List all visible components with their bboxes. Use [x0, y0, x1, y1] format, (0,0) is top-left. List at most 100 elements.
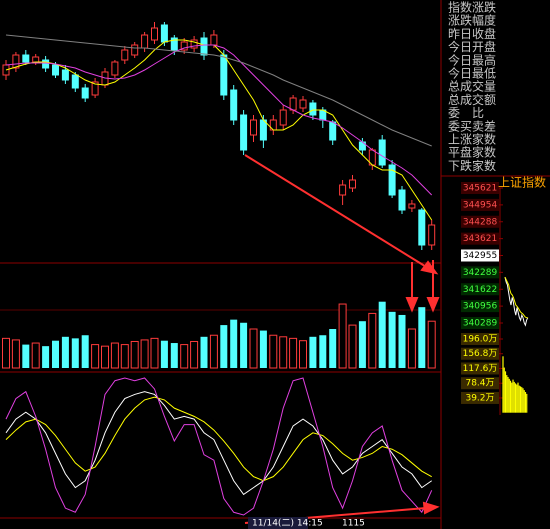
- bar: [190, 340, 199, 369]
- tick-box: [461, 391, 499, 404]
- bar: [61, 336, 69, 368]
- bar: [309, 336, 317, 368]
- arrow-head: [426, 297, 440, 313]
- y-tick-label: 342289: [463, 268, 498, 278]
- arrow: [244, 154, 429, 269]
- candle-body: [200, 37, 208, 56]
- bar: [209, 334, 218, 369]
- bar: [52, 340, 59, 368]
- bar: [513, 381, 515, 413]
- bar: [502, 356, 504, 413]
- bar: [514, 383, 517, 413]
- tick-box: [461, 232, 499, 245]
- bar: [101, 345, 109, 369]
- bar: [289, 337, 298, 369]
- bar: [378, 301, 386, 368]
- plot: 345621 344954 344288 343621 342955 342289 3416…: [2, 22, 529, 516]
- series-line: [5, 377, 433, 516]
- quote-label: 下跌家数: [448, 158, 496, 173]
- candle-body: [388, 164, 396, 196]
- bar: [31, 342, 40, 369]
- bar: [200, 336, 208, 368]
- bar: [170, 343, 178, 368]
- candle-body: [160, 24, 168, 43]
- tick-box: [461, 198, 499, 211]
- bar: [299, 340, 307, 369]
- bar: [519, 386, 522, 413]
- bar: [42, 346, 50, 368]
- candle-body: [259, 119, 267, 141]
- bar: [504, 371, 507, 413]
- tick-box: [461, 362, 499, 375]
- tick-box: [461, 377, 499, 390]
- series-line: [504, 277, 529, 327]
- series-line: [504, 276, 528, 319]
- bar: [11, 339, 20, 369]
- candle-body: [42, 59, 50, 69]
- y-tick-label: 344954: [463, 200, 498, 210]
- footer-date: 11/14(二) 14:15: [252, 519, 323, 529]
- bar: [329, 329, 337, 368]
- bar: [81, 335, 89, 368]
- candle-body: [349, 179, 356, 189]
- quote-label: 总成交额: [448, 92, 496, 107]
- bar: [522, 388, 524, 413]
- bar: [388, 311, 396, 368]
- quote-label: 昨日收盘: [448, 26, 496, 41]
- candle-body: [121, 49, 129, 61]
- bar: [524, 392, 527, 413]
- bar: [230, 319, 238, 368]
- bar: [120, 344, 129, 369]
- y-tick-label: 117.6万: [463, 364, 498, 374]
- bar: [22, 344, 30, 368]
- footer-time: 1115: [342, 519, 365, 529]
- quote-label: 涨跌幅度: [448, 13, 496, 28]
- bar: [503, 367, 505, 413]
- y-tick-label: 340289: [463, 319, 498, 329]
- arrow-head: [422, 501, 440, 515]
- bar: [407, 328, 416, 369]
- quote-label: 上涨家数: [448, 132, 496, 147]
- bar: [269, 334, 278, 369]
- y-tick-label: 196.0万: [463, 335, 498, 345]
- candle-body: [240, 114, 248, 151]
- tick-box: [461, 300, 499, 313]
- candle-body: [220, 54, 228, 96]
- candle-body: [289, 97, 297, 111]
- candle-body: [210, 34, 218, 46]
- bar: [348, 324, 357, 369]
- candle-body: [309, 102, 317, 116]
- y-tick-label: 341622: [463, 285, 497, 295]
- bar: [512, 379, 514, 413]
- candle-body: [418, 209, 426, 246]
- bar: [526, 393, 528, 413]
- bar: [160, 340, 168, 368]
- bar: [509, 380, 512, 413]
- tick-box: [461, 347, 499, 360]
- y-tick-label: 342955: [463, 251, 497, 261]
- quote-label: 今日最低: [448, 66, 496, 81]
- candle-body: [141, 34, 149, 49]
- bar: [358, 321, 366, 368]
- y-tick-label: 156.8万: [463, 349, 498, 359]
- candle-body: [408, 203, 416, 209]
- candle-body: [170, 37, 178, 51]
- bar: [279, 336, 288, 369]
- candle-body: [61, 69, 69, 81]
- candle-body: [12, 54, 20, 69]
- quote-label: 总成交量: [448, 79, 496, 94]
- candle-body: [299, 99, 307, 109]
- bar: [338, 303, 347, 369]
- candle-body: [91, 81, 99, 96]
- candle-body: [339, 184, 347, 196]
- bar: [427, 320, 436, 369]
- y-tick-label: 345621: [463, 184, 497, 194]
- candle-body: [22, 54, 30, 63]
- tick-box: [461, 333, 499, 345]
- bar: [418, 307, 426, 368]
- bar: [110, 342, 119, 369]
- candle-body: [329, 121, 337, 141]
- bar: [521, 387, 523, 413]
- candle-body: [52, 64, 59, 76]
